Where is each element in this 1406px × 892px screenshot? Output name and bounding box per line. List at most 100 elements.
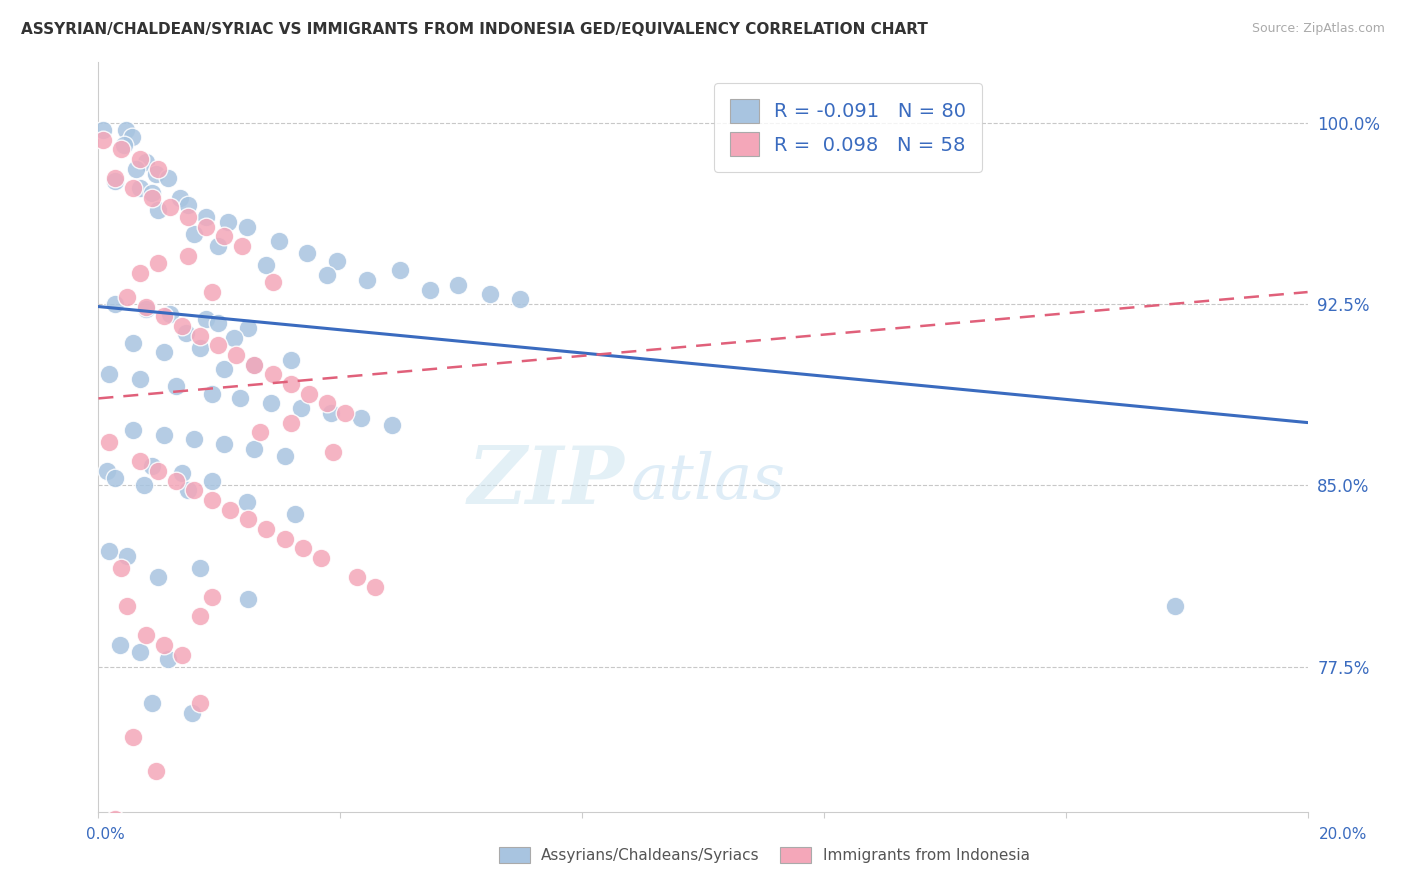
Point (156, 652, 179, 666)
Point (128, 645, 150, 659)
Point (235, 495, 257, 509)
Point (121, 130, 143, 145)
Point (128, 266, 150, 280)
Point (346, 570, 368, 584)
Point (291, 541, 314, 556)
Point (132, 478, 155, 492)
Point (509, 293, 531, 307)
Point (231, 239, 253, 253)
Point (207, 317, 229, 331)
Point (201, 590, 224, 604)
Point (104, 812, 127, 826)
Point (104, 171, 127, 186)
Point (91, 123, 114, 137)
Point (219, 502, 242, 516)
Point (280, 352, 302, 367)
Point (217, 215, 239, 229)
Point (141, 459, 163, 474)
Point (114, 123, 136, 137)
Point (141, 191, 163, 205)
Point (146, 464, 169, 478)
Point (201, 285, 224, 299)
Point (273, 532, 295, 546)
Point (112, 137, 135, 152)
Point (195, 219, 218, 234)
Point (177, 483, 200, 498)
Point (122, 181, 145, 195)
Point (122, 730, 145, 744)
Point (238, 512, 260, 526)
Point (260, 396, 283, 410)
Point (98, 434, 121, 449)
Point (188, 328, 211, 343)
Point (183, 483, 205, 498)
Point (128, 372, 150, 386)
Point (104, 297, 127, 311)
Point (159, 307, 181, 321)
Point (135, 628, 157, 642)
Point (177, 210, 200, 224)
Point (207, 239, 229, 253)
Text: 0.0%: 0.0% (86, 827, 125, 841)
Point (201, 492, 224, 507)
Point (243, 358, 266, 372)
Point (108, 638, 131, 652)
Point (188, 696, 211, 710)
Point (128, 152, 150, 166)
Point (212, 437, 235, 451)
Point (284, 508, 307, 522)
Point (91, 133, 114, 147)
Text: Assyrians/Chaldeans/Syriacs: Assyrians/Chaldeans/Syriacs (541, 848, 759, 863)
Point (135, 154, 157, 169)
Point (238, 321, 260, 335)
Point (117, 599, 139, 614)
Point (316, 396, 339, 410)
Point (295, 246, 318, 260)
Point (141, 696, 163, 710)
Point (280, 416, 302, 430)
Point (128, 181, 150, 195)
Point (96, 464, 118, 478)
Point (298, 386, 321, 401)
Point (321, 406, 343, 420)
Point (262, 276, 284, 290)
Point (104, 174, 127, 188)
Point (207, 338, 229, 352)
Point (165, 474, 187, 488)
Point (388, 263, 411, 277)
Point (141, 186, 163, 200)
Point (145, 167, 167, 181)
Text: 20.0%: 20.0% (1319, 827, 1367, 841)
Point (243, 358, 266, 372)
Text: ASSYRIAN/CHALDEAN/SYRIAC VS IMMIGRANTS FROM INDONESIA GED/EQUIVALENCY CORRELATIO: ASSYRIAN/CHALDEAN/SYRIAC VS IMMIGRANTS F… (21, 22, 928, 37)
Point (110, 560, 132, 574)
Point (128, 454, 150, 468)
Point (356, 273, 378, 287)
Point (117, 290, 139, 304)
Point (122, 335, 145, 350)
Point (146, 202, 169, 217)
Point (145, 764, 167, 778)
Point (174, 326, 197, 340)
Point (238, 592, 260, 607)
Point (110, 143, 132, 157)
Point (212, 362, 235, 376)
Point (125, 161, 148, 176)
Point (165, 379, 187, 393)
Point (169, 191, 191, 205)
Point (177, 198, 200, 212)
Point (98, 543, 121, 558)
Point (146, 256, 169, 270)
Point (201, 386, 224, 401)
Point (183, 227, 205, 241)
Point (159, 201, 181, 215)
Point (256, 522, 278, 536)
Point (177, 249, 200, 263)
Point (135, 300, 157, 314)
Legend: R = -0.091   N = 80, R =  0.098   N = 58: R = -0.091 N = 80, R = 0.098 N = 58 (714, 83, 981, 171)
Point (152, 638, 174, 652)
Point (479, 287, 502, 301)
Point (122, 423, 145, 437)
Point (419, 283, 441, 297)
Point (152, 345, 174, 359)
